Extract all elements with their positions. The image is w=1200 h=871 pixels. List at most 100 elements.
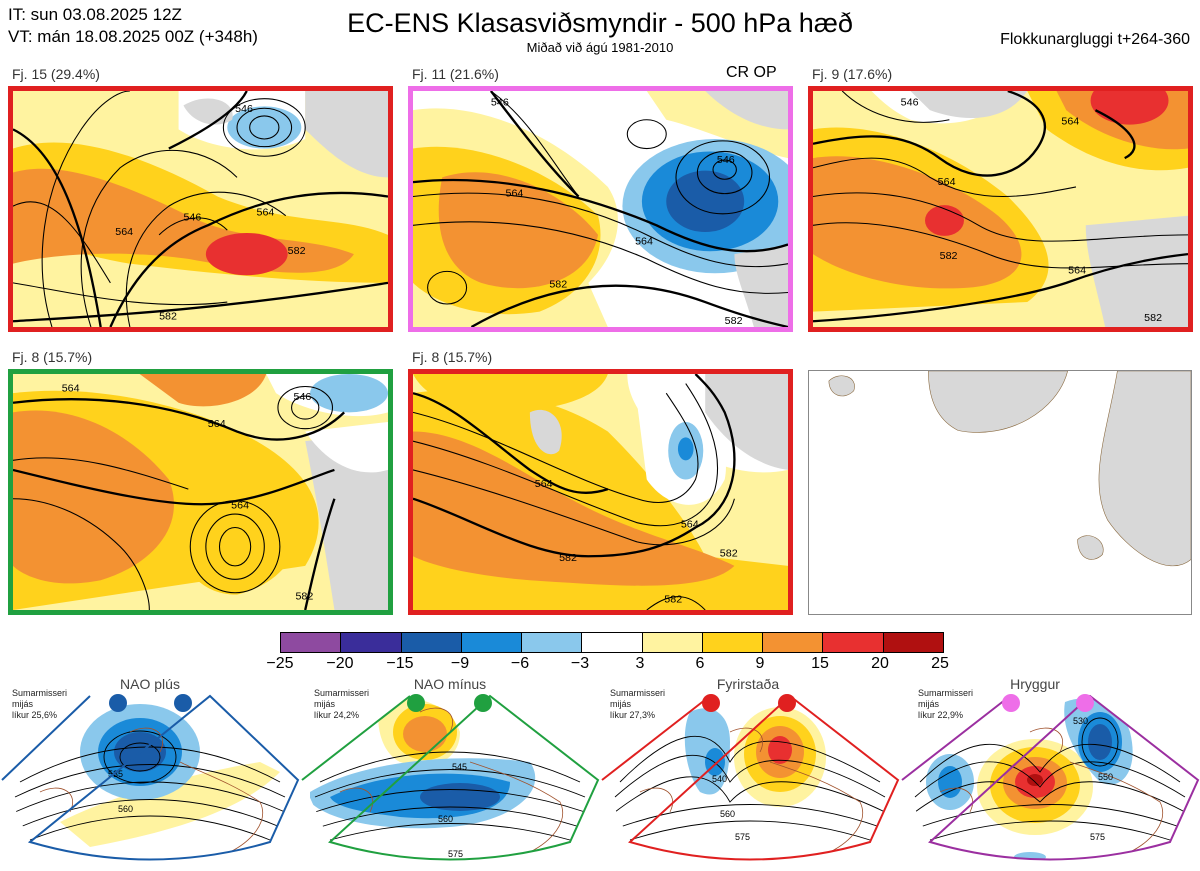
regime-blocking[interactable]: 540 560 575 Sumarmisseri mijás líkur 27,3%… <box>600 672 900 871</box>
colorbar-swatch <box>582 633 643 652</box>
colorbar-tick: −9 <box>450 655 470 672</box>
colorbar-tick: −25 <box>266 655 294 672</box>
svg-text:564: 564 <box>62 382 80 394</box>
svg-text:560: 560 <box>438 814 453 824</box>
colorbar-swatch <box>823 633 884 652</box>
init-time: IT: sun 03.08.2025 12Z <box>8 5 182 24</box>
empty-map-panel <box>808 370 1192 615</box>
page-subtitle: Miðað við ágú 1981-2010 <box>526 40 674 55</box>
svg-text:564: 564 <box>231 499 249 511</box>
svg-text:550: 550 <box>1098 772 1113 782</box>
svg-text:582: 582 <box>664 593 682 605</box>
svg-text:546: 546 <box>901 96 919 108</box>
colorbar-tick: 6 <box>695 655 705 672</box>
svg-text:582: 582 <box>159 310 177 322</box>
clustering-window: Flokkunargluggi t+264-360 <box>1000 31 1190 48</box>
colorbar-swatch <box>522 633 583 652</box>
colorbar <box>280 632 944 653</box>
cluster-map-5[interactable]: 564 564 582 582 582 <box>408 369 793 615</box>
cluster-map-1[interactable]: 546 564 546 564 582 582 <box>8 86 393 332</box>
svg-text:582: 582 <box>559 552 577 564</box>
anomaly-map: 546 564 564 582 564 582 <box>813 91 1188 327</box>
cluster-4-label: Fj. 8 (15.7%) <box>12 349 93 365</box>
svg-text:582: 582 <box>725 315 743 327</box>
svg-text:546: 546 <box>183 212 201 224</box>
svg-text:564: 564 <box>938 176 956 188</box>
svg-text:560: 560 <box>118 804 133 814</box>
cluster-map-2[interactable]: 564 546 564 582 546 582 <box>408 86 793 332</box>
regime-nao-minus[interactable]: 545 560 575 Sumarmisseri mijás líkur 24,2%… <box>300 672 600 871</box>
svg-text:564: 564 <box>1068 264 1086 276</box>
colorbar-tick: 25 <box>931 655 949 672</box>
colorbar-swatch <box>642 633 703 652</box>
anomaly-map: 564 564 582 582 582 <box>413 374 788 610</box>
colorbar-tick: 3 <box>635 655 645 672</box>
svg-text:582: 582 <box>288 245 306 257</box>
regime-map: 545 560 575 <box>301 694 600 861</box>
cluster-2-label: Fj. 11 (21.6%) <box>412 66 499 82</box>
svg-text:564: 564 <box>506 188 524 200</box>
svg-text:530: 530 <box>1073 716 1088 726</box>
cluster-map-4[interactable]: 564 564 546 564 582 <box>8 369 393 615</box>
colorbar-swatch <box>763 633 824 652</box>
anomaly-map: 564 564 546 564 582 <box>13 374 388 610</box>
svg-text:564: 564 <box>1061 116 1079 128</box>
colorbar-tick: −3 <box>570 655 590 672</box>
svg-text:540: 540 <box>712 774 727 784</box>
regime-title: Fyrirstaða <box>716 676 780 692</box>
colorbar-tick: −6 <box>510 655 530 672</box>
svg-text:545: 545 <box>452 762 467 772</box>
colorbar-tick: 15 <box>811 655 829 672</box>
svg-text:575: 575 <box>1090 832 1105 842</box>
svg-text:564: 564 <box>681 519 699 531</box>
svg-text:546: 546 <box>717 154 735 166</box>
svg-text:564: 564 <box>208 418 226 430</box>
anomaly-map: 546 564 546 564 582 582 <box>13 91 388 327</box>
svg-text:560: 560 <box>720 809 735 819</box>
regime-title: NAO plús <box>120 676 180 692</box>
svg-text:582: 582 <box>549 279 567 291</box>
svg-text:546: 546 <box>294 391 312 403</box>
regime-note: Sumarmisseri mijás líkur 25,6% <box>12 688 68 720</box>
anomaly-map: 564 546 564 582 546 582 <box>413 91 788 327</box>
cluster-5-label: Fj. 8 (15.7%) <box>412 349 493 365</box>
colorbar-swatch <box>281 633 342 652</box>
svg-text:575: 575 <box>735 832 750 842</box>
svg-text:546: 546 <box>235 103 253 115</box>
regime-ridge[interactable]: 530 550 575 Sumarmisseri mijás líkur 22,9%… <box>900 672 1200 871</box>
colorbar-tick: 20 <box>871 655 889 672</box>
regime-nao-plus[interactable]: 535 560 Sumarmisseri mijás líkur 25,6% NAO… <box>0 672 300 871</box>
page-title: EC-ENS Klasasviðsmyndir - 500 hPa hæð <box>347 8 853 38</box>
valid-time: VT: mán 18.08.2025 00Z (+348h) <box>8 27 258 46</box>
regime-title: Hryggur <box>1010 676 1060 692</box>
svg-text:582: 582 <box>940 250 958 262</box>
base-map <box>809 371 1191 614</box>
cluster-1-label: Fj. 15 (29.4%) <box>12 66 100 82</box>
colorbar-swatch <box>341 633 402 652</box>
svg-text:564: 564 <box>115 226 133 238</box>
regime-map: 530 550 575 <box>901 694 1200 861</box>
cluster-2-tag: CR OP <box>726 64 777 81</box>
svg-text:546: 546 <box>491 96 509 108</box>
regime-note: Sumarmisseri mijás líkur 27,3% <box>610 688 666 720</box>
colorbar-swatch <box>401 633 462 652</box>
colorbar-tick: −15 <box>386 655 414 672</box>
colorbar-swatch <box>883 633 943 652</box>
regime-note: Sumarmisseri mijás líkur 24,2% <box>314 688 370 720</box>
svg-text:535: 535 <box>108 769 123 779</box>
regime-map: 540 560 575 <box>601 694 900 861</box>
regime-title: NAO mínus <box>413 676 487 692</box>
svg-text:575: 575 <box>448 849 463 859</box>
cluster-map-3[interactable]: 546 564 564 582 564 582 <box>808 86 1193 332</box>
cluster-3-label: Fj. 9 (17.6%) <box>812 66 893 82</box>
colorbar-swatch <box>461 633 523 652</box>
regime-map: 535 560 <box>1 694 300 861</box>
svg-text:582: 582 <box>720 547 738 559</box>
colorbar-swatch <box>702 633 764 652</box>
svg-text:564: 564 <box>257 207 275 219</box>
svg-text:582: 582 <box>1144 312 1162 324</box>
colorbar-tick: 9 <box>755 655 765 672</box>
svg-text:564: 564 <box>535 478 553 490</box>
regime-note: Sumarmisseri mijás líkur 22,9% <box>918 688 974 720</box>
svg-text:582: 582 <box>295 591 313 603</box>
